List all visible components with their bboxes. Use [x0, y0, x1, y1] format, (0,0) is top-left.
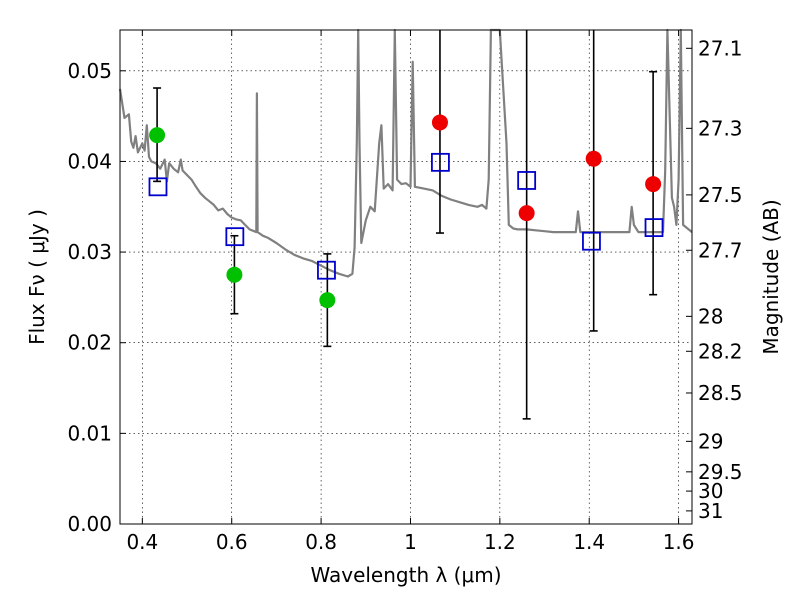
magnitude-tick-label: 30 [698, 479, 723, 503]
y-tick-label: 0.05 [67, 59, 112, 83]
model-square [517, 171, 537, 190]
magnitude-tick-label: 28.5 [698, 381, 743, 405]
magnitude-tick-label: 27.1 [698, 36, 743, 60]
magnitude-tick-label: 31 [698, 499, 723, 523]
x-tick-label: 1.4 [573, 530, 605, 554]
model-square [431, 152, 450, 172]
y-axis-title: Flux Fν ( μJy ) [25, 209, 49, 345]
y-tick-label: 0.03 [67, 240, 112, 264]
magnitude-tick-label: 27.3 [698, 116, 743, 140]
magnitude-tick-label: 28 [698, 304, 723, 328]
magnitude-tick-label: 28.2 [698, 339, 743, 363]
model-square [225, 227, 245, 247]
red-point [518, 205, 535, 222]
plot-frame [119, 29, 693, 525]
green-point [149, 127, 166, 144]
x-tick-label: 0.6 [216, 530, 248, 554]
model-square [644, 218, 664, 238]
model-square [317, 260, 336, 280]
y-tick-label: 0.00 [67, 512, 112, 536]
red-point [431, 114, 448, 131]
x-axis-title: Wavelength λ (μm) [310, 563, 501, 587]
x-tick-label: 0.4 [126, 530, 158, 554]
y-tick-label: 0.01 [67, 421, 112, 445]
x-tick-label: 1 [404, 530, 417, 554]
red-point [585, 150, 602, 167]
magnitude-axis-title: Magnitude (AB) [759, 199, 783, 354]
magnitude-tick-label: 27.7 [698, 238, 743, 262]
x-tick-label: 1.2 [484, 530, 516, 554]
red-points [431, 114, 662, 222]
magnitude-tick-label: 29.5 [698, 460, 743, 484]
model-squares [148, 152, 664, 280]
model-square [148, 177, 168, 197]
green-point [319, 292, 336, 309]
model-square [582, 231, 601, 251]
magnitude-tick-label: 29 [698, 429, 723, 453]
axis-ticks: 0.4 0.6 0.8 1 1.2 1.4 1.6 0.00 0.01 0.02 0.03 0.04 0… [67, 30, 743, 554]
green-points [149, 127, 336, 309]
green-point [226, 266, 243, 283]
spectrum-line [118, 28, 693, 278]
y-tick-label: 0.04 [67, 149, 112, 173]
spectrum [118, 28, 693, 278]
grid [120, 30, 692, 525]
y-tick-label: 0.02 [67, 331, 112, 355]
magnitude-tick-label: 27.5 [698, 183, 743, 207]
error-bars [153, 30, 658, 420]
x-tick-label: 0.8 [305, 530, 337, 554]
red-point [645, 176, 662, 193]
x-tick-label: 1.6 [663, 530, 695, 554]
